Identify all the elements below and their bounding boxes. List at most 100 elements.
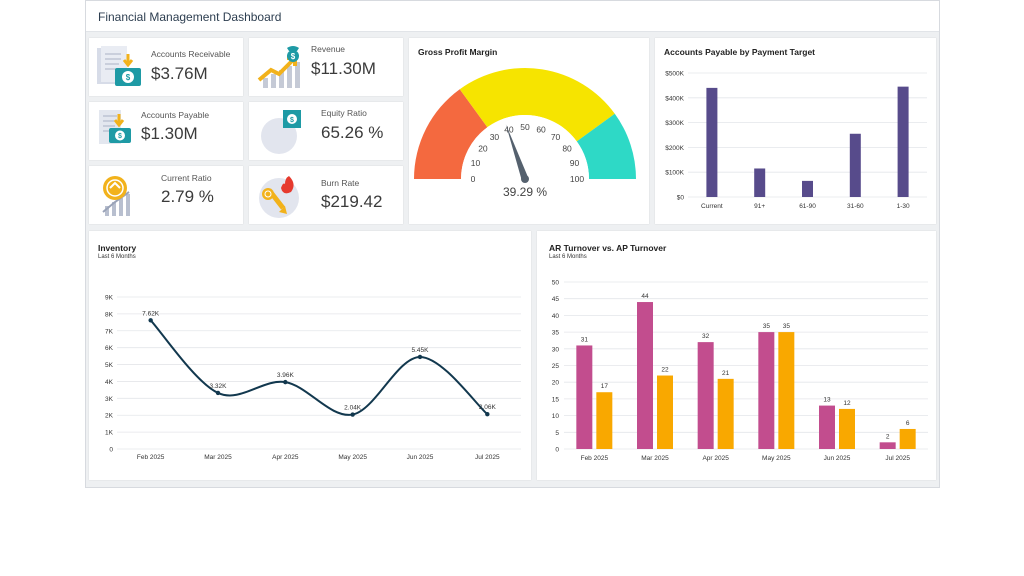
y-tick-label: 3K	[105, 396, 114, 403]
data-label: 7.62K	[142, 310, 160, 317]
data-label: 31	[581, 336, 589, 343]
y-tick-label: 45	[552, 296, 560, 303]
kpi-value: $11.30M	[311, 59, 376, 78]
y-tick-label: 40	[552, 313, 560, 320]
y-tick-label: 25	[552, 363, 560, 370]
y-tick-label: $200K	[665, 145, 684, 152]
y-tick-label: 15	[552, 396, 560, 403]
data-label: 21	[722, 370, 730, 377]
kpi-label: Accounts Receivable	[151, 49, 231, 59]
svg-text:$: $	[291, 52, 296, 61]
gauge-tick-label: 10	[471, 158, 481, 168]
y-tick-label: 5K	[105, 362, 114, 369]
bar	[706, 87, 718, 197]
data-label: 32	[702, 333, 710, 340]
bar	[778, 332, 795, 449]
kpi-burn-rate[interactable]: Burn Rate $219.42	[249, 166, 403, 224]
kpi-accounts-receivable[interactable]: $ Accounts Receivable $3.76M	[89, 38, 243, 96]
data-label: 22	[661, 367, 669, 374]
pie-dollar-icon: $	[261, 110, 301, 154]
revenue-growth-icon: $	[257, 46, 300, 88]
y-tick-label: 5	[555, 430, 559, 437]
gauge-value-label: 39.29 %	[503, 185, 547, 199]
kpi-current-ratio[interactable]: Current Ratio 2.79 %	[89, 166, 243, 224]
x-tick-label: 31-60	[847, 203, 864, 210]
kpi-revenue[interactable]: $ Revenue $11.30M	[249, 38, 403, 96]
y-tick-label: 2K	[105, 413, 114, 420]
x-tick-label: 91+	[754, 203, 765, 210]
header-bar: Financial Management Dashboard	[86, 1, 939, 32]
ap-payment-bar-chart: $0 $100K $200K $300K $400K $500K Current 91+ 61-…	[665, 71, 927, 210]
bar	[657, 375, 673, 449]
gauge-needle-hub	[521, 175, 529, 183]
chart-title: Gross Profit Margin	[418, 47, 498, 57]
data-label: 2.06K	[479, 404, 497, 411]
invoice-cash-icon: $	[97, 46, 141, 86]
inventory-line-chart: 0 1K 2K 3K 4K 5K 6K 7K 8K 9K 7.62K Feb 2025 3.32K Mar…	[105, 295, 521, 461]
chart-title: AR Turnover vs. AP Turnover	[549, 243, 667, 253]
data-point	[283, 379, 288, 385]
kpi-label: Accounts Payable	[141, 110, 210, 120]
x-tick-label: 61-90	[799, 203, 816, 210]
svg-text:$: $	[290, 117, 294, 124]
y-tick-label: $300K	[665, 120, 684, 127]
y-tick-label: $0	[677, 195, 685, 202]
data-label: 17	[601, 383, 609, 390]
x-tick-label: Mar 2025	[204, 454, 232, 461]
gauge-tick-label: 50	[520, 122, 530, 132]
data-label: 35	[783, 323, 791, 330]
data-label: 2.04K	[344, 405, 362, 412]
gauge-band	[576, 113, 636, 179]
kpi-accounts-payable[interactable]: $ Accounts Payable $1.30M	[89, 102, 243, 160]
series-line	[149, 319, 488, 416]
bar	[899, 428, 916, 449]
page-title: Financial Management Dashboard	[98, 10, 282, 24]
y-tick-label: 10	[552, 413, 560, 420]
kpi-value: 65.26 %	[321, 123, 384, 142]
kpi-label: Equity Ratio	[321, 108, 367, 118]
x-tick-label: Jul 2025	[475, 454, 500, 461]
y-tick-label: 0	[555, 447, 559, 454]
x-tick-label: May 2025	[762, 455, 791, 462]
kpi-label: Revenue	[311, 44, 346, 54]
kpi-label: Current Ratio	[161, 173, 212, 183]
gauge-tick-label: 70	[551, 132, 561, 142]
x-tick-label: Jun 2025	[824, 455, 851, 462]
y-tick-label: $500K	[665, 71, 684, 78]
turnover-card: AR Turnover vs. AP Turnover Last 6 Month…	[537, 231, 936, 480]
svg-text:$: $	[118, 133, 122, 140]
data-label: 13	[823, 397, 831, 404]
turnover-bar-chart: 0 5 10 15 20 25 30 35 40 45 50 31 17 Feb 2025 44 22 Mar …	[552, 280, 928, 462]
gauge-tick-label: 80	[562, 143, 572, 153]
gauge-tick-label: 60	[536, 125, 546, 135]
bar	[819, 405, 835, 449]
data-point	[148, 318, 153, 323]
kpi-value: $3.76M	[151, 64, 208, 83]
data-label: 5.45K	[412, 347, 430, 354]
x-tick-label: Mar 2025	[641, 455, 669, 462]
chart-title: Accounts Payable by Payment Target	[664, 47, 816, 57]
gauge-tick-label: 0	[471, 174, 476, 184]
data-label: 35	[763, 323, 771, 330]
x-tick-label: 1-30	[897, 203, 910, 210]
x-tick-label: Feb 2025	[137, 454, 165, 461]
bar	[717, 378, 734, 449]
kpi-value: 2.79 %	[161, 187, 214, 206]
bar	[802, 180, 813, 197]
y-tick-label: 20	[552, 380, 560, 387]
x-tick-label: Jun 2025	[407, 454, 434, 461]
kpi-equity-ratio[interactable]: $ Equity Ratio 65.26 %	[249, 102, 403, 160]
bar	[849, 133, 861, 197]
kpi-value: $219.42	[321, 192, 383, 211]
y-tick-label: 4K	[105, 379, 114, 386]
gauge-inner	[461, 115, 589, 179]
data-point	[417, 354, 423, 360]
y-tick-label: $400K	[665, 95, 684, 102]
x-tick-label: Apr 2025	[702, 455, 729, 462]
bar	[596, 392, 613, 449]
gauge-tick-label: 90	[570, 158, 580, 168]
x-tick-label: Feb 2025	[581, 455, 609, 462]
data-label: 3.96K	[277, 372, 295, 379]
inventory-card: Inventory Last 6 Months 0 1K 2K 3K 4K 5K 6K 7K 8…	[89, 231, 531, 480]
burn-money-icon	[259, 176, 299, 218]
